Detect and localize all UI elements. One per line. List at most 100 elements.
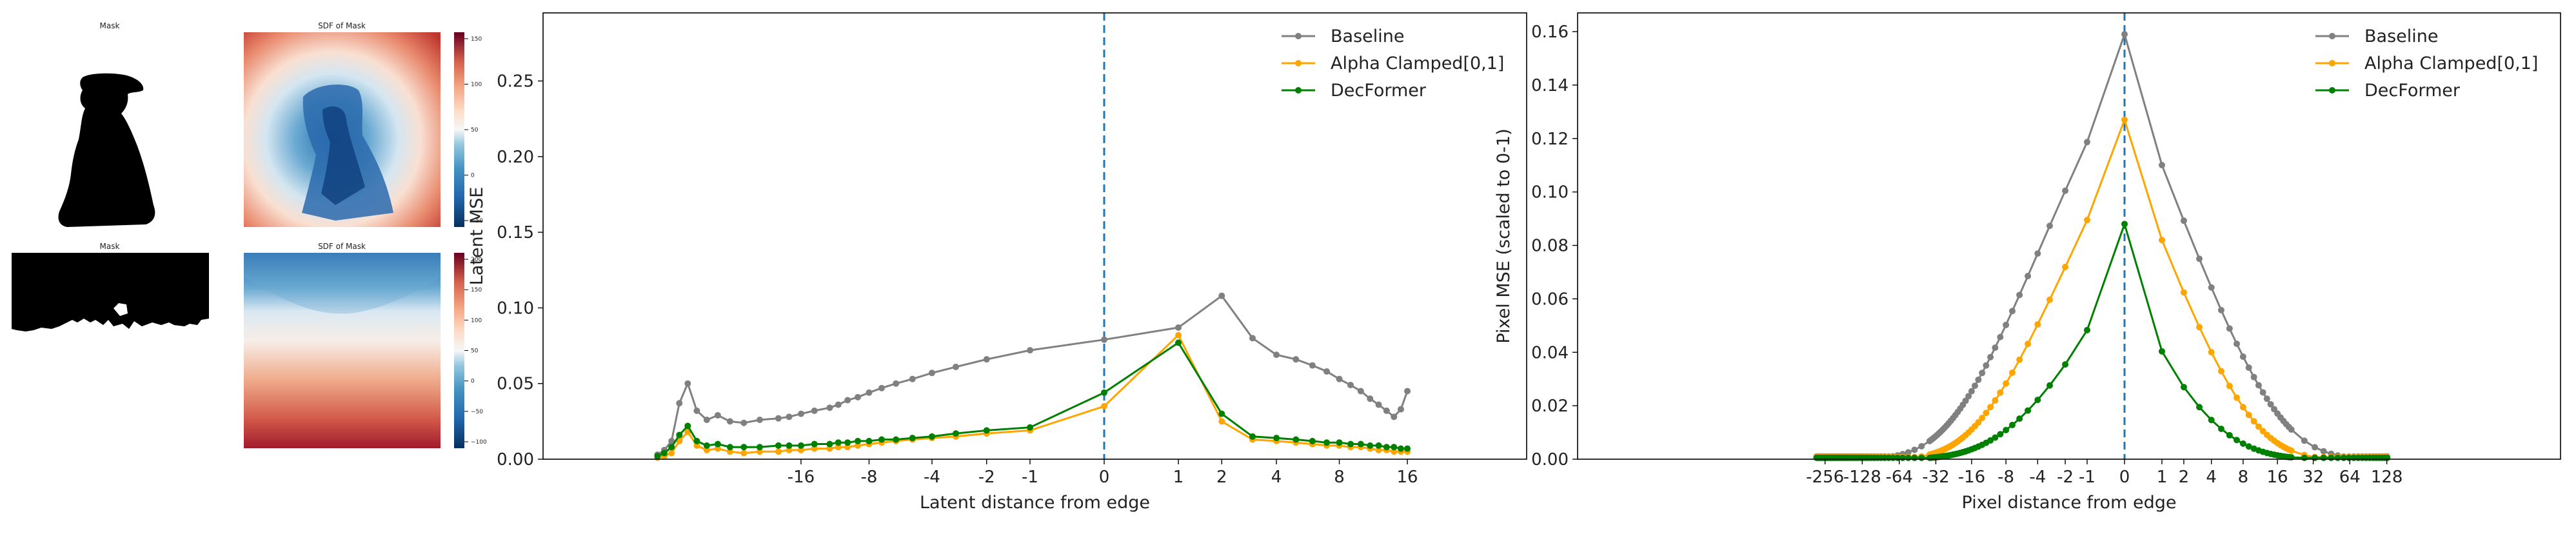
data-point-baseline xyxy=(2312,444,2319,451)
data-point-decformer xyxy=(2159,348,2165,355)
data-point-baseline xyxy=(1965,393,1972,400)
legend-label-decformer: DecFormer xyxy=(1331,81,1427,101)
data-point-alpha xyxy=(676,437,683,444)
legend-marker-alpha xyxy=(1295,60,1302,66)
legend-marker-baseline xyxy=(1295,33,1302,39)
data-point-baseline xyxy=(2196,255,2203,262)
x-tick-label: -8 xyxy=(860,468,877,487)
data-point-baseline xyxy=(1293,356,1300,363)
data-point-baseline xyxy=(2250,373,2257,381)
data-point-alpha xyxy=(2180,289,2187,296)
data-point-alpha xyxy=(2034,321,2041,328)
sdf2-image xyxy=(244,253,441,448)
legend-marker-decformer xyxy=(1295,87,1302,94)
data-point-baseline xyxy=(1975,376,1982,383)
data-point-baseline xyxy=(2121,31,2128,38)
data-point-baseline xyxy=(2180,217,2187,224)
data-point-baseline xyxy=(693,407,700,414)
data-point-baseline xyxy=(953,363,959,370)
data-point-alpha xyxy=(826,445,833,452)
data-point-decformer xyxy=(1987,437,1994,444)
data-point-decformer xyxy=(844,439,851,446)
data-point-decformer xyxy=(676,431,683,439)
y-tick-label: 0.00 xyxy=(497,450,534,470)
data-point-baseline xyxy=(2062,187,2069,194)
data-point-decformer xyxy=(2034,397,2041,404)
x-tick-label: -32 xyxy=(1922,468,1949,487)
data-point-baseline xyxy=(1309,362,1316,369)
data-point-alpha xyxy=(2250,418,2257,425)
data-point-baseline xyxy=(2288,426,2295,433)
data-point-decformer xyxy=(775,442,782,449)
data-point-baseline xyxy=(775,415,782,422)
data-point-alpha xyxy=(2234,394,2240,401)
y-tick-label: 0.05 xyxy=(497,375,534,394)
data-point-alpha xyxy=(854,442,861,449)
data-point-baseline xyxy=(835,401,842,408)
x-tick-label: 0 xyxy=(1099,468,1110,487)
data-point-baseline xyxy=(878,384,885,391)
legend-latent: Baseline Alpha Clamped[0,1] DecFormer xyxy=(1282,26,1504,101)
series-line-baseline xyxy=(1816,31,2388,458)
data-point-alpha xyxy=(1979,415,1986,422)
x-axis-label-latent: Latent distance from edge xyxy=(920,493,1150,513)
y-tick-label: 0.16 xyxy=(1531,23,1569,42)
x-tick-label: -1 xyxy=(2079,468,2095,487)
data-point-baseline xyxy=(2234,341,2240,348)
data-point-baseline xyxy=(2301,437,2308,444)
x-tick-label: 4 xyxy=(1271,468,1282,487)
data-point-alpha xyxy=(786,446,793,453)
y-tick-label: 0.04 xyxy=(1531,343,1569,362)
data-point-alpha xyxy=(2121,116,2128,123)
colorbar-tick-label: −100 xyxy=(471,439,487,446)
colorbar-tick-label: 50 xyxy=(471,127,479,134)
colorbar-tick-label: 150 xyxy=(471,287,482,293)
data-point-decformer xyxy=(714,440,721,448)
data-point-baseline xyxy=(854,393,861,400)
data-point-decformer xyxy=(1918,454,1925,461)
legend-label-alpha: Alpha Clamped[0,1] xyxy=(1331,54,1504,74)
data-point-decformer xyxy=(2245,443,2252,450)
colorbar-tick-label: 200 xyxy=(471,257,482,263)
x-tick-label: 1 xyxy=(2157,468,2168,487)
data-point-decformer xyxy=(2016,415,2023,422)
data-point-baseline xyxy=(786,413,793,420)
x-tick-label: -4 xyxy=(924,468,940,487)
data-point-alpha xyxy=(2003,380,2010,387)
data-point-baseline xyxy=(866,389,873,396)
data-point-alpha xyxy=(1175,331,1182,339)
data-point-alpha xyxy=(740,450,748,457)
data-point-decformer xyxy=(2180,384,2187,391)
data-point-decformer xyxy=(1273,435,1280,442)
data-point-baseline xyxy=(1375,401,1382,408)
data-point-baseline xyxy=(2046,222,2053,230)
data-point-decformer xyxy=(668,444,675,451)
y-tick-label: 0.06 xyxy=(1531,290,1569,309)
data-point-baseline xyxy=(2267,400,2274,408)
data-point-baseline xyxy=(909,375,916,382)
y-tick-label: 0.14 xyxy=(1531,76,1569,95)
data-point-baseline xyxy=(1398,406,1404,413)
data-point-decformer xyxy=(953,430,959,437)
x-tick-label: -8 xyxy=(1997,468,2014,487)
mask1-title: Mask xyxy=(100,21,120,30)
data-point-alpha xyxy=(2009,369,2016,376)
data-point-baseline xyxy=(1987,353,1994,361)
x-tick-label: -16 xyxy=(788,468,815,487)
data-point-baseline xyxy=(714,411,721,419)
x-tick-label: 64 xyxy=(2339,468,2361,487)
data-point-decformer xyxy=(2009,421,2016,428)
data-point-alpha xyxy=(844,444,851,451)
plot-frame xyxy=(542,12,1527,460)
data-point-alpha xyxy=(1987,404,1994,411)
data-point-decformer xyxy=(1992,434,1999,441)
data-point-baseline xyxy=(1918,442,1925,450)
data-point-decformer xyxy=(826,440,833,448)
data-point-alpha xyxy=(2288,447,2295,454)
data-point-decformer xyxy=(1218,410,1225,417)
y-tick-label: 0.20 xyxy=(497,148,534,167)
legend-label-baseline: Baseline xyxy=(2364,26,2438,46)
data-point-baseline xyxy=(1175,324,1182,331)
y-axis-label-latent: Latent MSE xyxy=(467,187,487,286)
data-point-alpha xyxy=(693,442,700,449)
